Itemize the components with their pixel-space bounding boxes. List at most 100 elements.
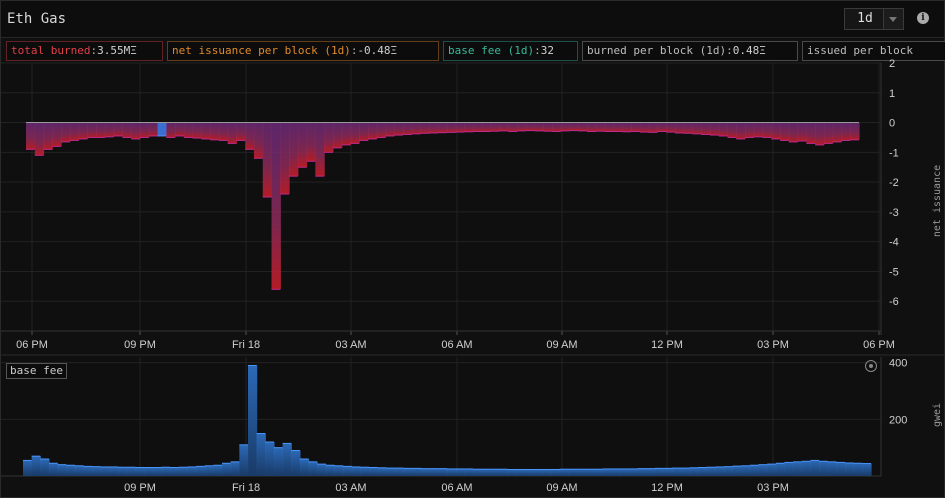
issuance-bar <box>841 122 851 141</box>
issuance-bar <box>481 122 492 132</box>
legend-colon: : <box>90 44 98 57</box>
basefee-bar <box>438 468 448 476</box>
basefee-bar <box>83 466 93 476</box>
chevron-down-icon[interactable] <box>883 9 903 29</box>
issuance-bar <box>508 122 518 132</box>
legend-value: 0.48Ξ <box>732 44 766 57</box>
y-tick-label: 400 <box>889 358 907 370</box>
legend-item-2[interactable]: net issuance per block (1d):-0.48Ξ <box>167 41 439 61</box>
basefee-bar <box>654 468 664 476</box>
issuance-bar <box>367 122 378 139</box>
legend-label: burned per block (1d) <box>587 44 727 57</box>
basefee-bar <box>126 467 137 476</box>
issuance-bar <box>815 122 825 145</box>
basefee-bar <box>602 468 613 476</box>
lower-plot-area <box>1 357 881 476</box>
issuance-bar <box>376 122 387 138</box>
y-tick-label: 0 <box>889 118 895 130</box>
basefee-bar <box>801 461 812 476</box>
basefee-bar <box>689 467 699 476</box>
basefee-bar <box>594 469 604 476</box>
issuance-bar <box>262 122 273 197</box>
legend-item-1[interactable]: total burned:3.55MΞ <box>6 41 163 61</box>
settings-icon[interactable] <box>865 360 877 372</box>
panel-title: Eth Gas <box>7 11 67 27</box>
issuance-bar <box>788 122 799 142</box>
x-tick-label: 03 AM <box>335 339 366 351</box>
issuance-bar <box>148 122 159 136</box>
basefee-bar <box>671 468 682 476</box>
basefee-bar <box>48 463 59 476</box>
basefee-bar <box>325 465 336 476</box>
issuance-bar <box>771 122 781 139</box>
issuance-bar <box>139 122 150 138</box>
x-tick-label: Fri 18 <box>232 339 260 351</box>
issuance-bar <box>850 122 860 140</box>
basefee-bar <box>723 466 734 476</box>
issuance-bar <box>394 122 404 136</box>
basefee-bar <box>447 468 457 476</box>
basefee-bar <box>767 464 777 476</box>
issuance-bar <box>657 122 667 132</box>
issuance-bar <box>350 122 360 144</box>
basefee-bar <box>308 461 318 476</box>
issuance-bar <box>420 122 430 134</box>
legend-value: 32 <box>540 44 554 57</box>
basefee-bar <box>265 442 275 476</box>
basefee-bar <box>637 468 647 476</box>
basefee-bar <box>196 466 206 476</box>
issuance-bar <box>280 122 290 195</box>
basefee-bar <box>360 467 370 476</box>
basefee-bar <box>568 469 578 476</box>
timeframe-value: 1d <box>857 11 873 26</box>
basefee-bar <box>646 468 656 476</box>
basefee-bar <box>732 466 742 476</box>
issuance-bar <box>745 122 755 138</box>
issuance-bar <box>69 122 80 141</box>
basefee-bar <box>66 465 76 476</box>
issuance-bar <box>96 122 106 138</box>
issuance-bar <box>648 122 658 133</box>
y-tick-label: -2 <box>889 177 899 189</box>
issuance-bar <box>403 122 413 135</box>
issuance-bar <box>227 122 238 144</box>
y-tick-label: -1 <box>889 147 899 159</box>
issuance-bar <box>113 122 124 136</box>
issuance-bar <box>26 122 36 150</box>
basefee-bar <box>819 461 829 476</box>
basefee-bar <box>749 465 760 476</box>
timeframe-select[interactable]: 1d <box>844 8 904 30</box>
basefee-bar <box>827 461 837 476</box>
basefee-bar <box>213 465 223 476</box>
info-icon[interactable]: i <box>917 12 929 24</box>
basefee-bar <box>481 469 491 476</box>
issuance-bar <box>622 122 632 132</box>
base-fee-badge[interactable]: base fee <box>6 363 67 379</box>
x-tick-label: 09 PM <box>124 339 156 351</box>
issuance-bar <box>131 122 141 139</box>
basefee-bar <box>490 469 500 476</box>
legend-item-5[interactable]: issued per block <box>802 41 945 61</box>
basefee-bar <box>291 450 301 476</box>
legend-item-3[interactable]: base fee (1d):32 <box>443 41 578 61</box>
y-tick-label: -3 <box>889 207 899 219</box>
issuance-bar <box>780 122 790 141</box>
issuance-bar <box>543 122 553 132</box>
basefee-bar <box>741 465 751 476</box>
issuance-bar <box>464 122 474 132</box>
upper-y-axis-label: net issuance <box>932 165 943 237</box>
issuance-bar <box>560 122 571 131</box>
x-tick-label: 06 AM <box>441 482 472 494</box>
issuance-bar <box>218 122 229 141</box>
issuance-bar <box>175 122 185 136</box>
issuance-bar <box>639 122 650 133</box>
issuance-bar <box>587 122 597 132</box>
issuance-bar <box>718 122 729 136</box>
basefee-bar <box>680 468 690 476</box>
basefee-bar <box>620 468 630 476</box>
basefee-bar <box>507 469 517 476</box>
issuance-bar <box>341 122 352 145</box>
basefee-bar <box>170 467 180 476</box>
legend-item-4[interactable]: burned per block (1d):0.48Ξ <box>582 41 798 61</box>
